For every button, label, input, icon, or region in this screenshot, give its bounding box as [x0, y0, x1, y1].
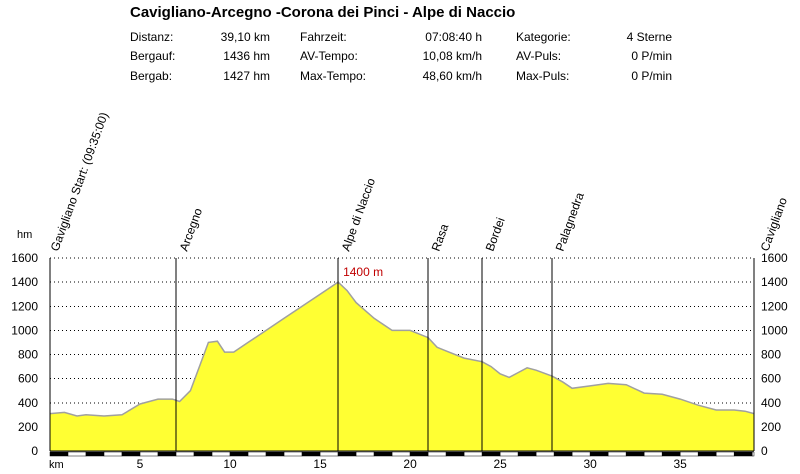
stat-value: 10,08 km/h — [422, 49, 482, 63]
y-tick-label-left: 1000 — [11, 323, 38, 337]
km-scale-segment — [265, 451, 285, 457]
km-scale-segment — [175, 451, 195, 457]
km-scale-segment — [643, 451, 663, 457]
waypoint-label: Palagnedra — [553, 190, 587, 253]
max-elevation-annotation: 1400 m — [343, 265, 383, 279]
x-axis-unit-label: km — [49, 459, 64, 471]
stat-value: 4 Sterne — [626, 30, 672, 44]
elevation-line — [49, 281, 755, 417]
x-tick-label: 25 — [493, 457, 507, 471]
x-tick-label: 30 — [583, 457, 597, 471]
km-scale-segment — [445, 451, 465, 457]
km-scale-segment — [67, 451, 87, 457]
km-scale-segment — [553, 451, 573, 457]
stat-label: Bergauf: — [130, 49, 176, 63]
y-tick-label-left: 1400 — [11, 275, 38, 289]
chart-title: Cavigliano-Arcegno -Corona dei Pinci - A… — [130, 4, 516, 21]
y-tick-label-left: 0 — [31, 444, 38, 458]
y-tick-label-right: 200 — [761, 420, 781, 434]
km-scale-segment — [337, 451, 357, 457]
y-tick-label-left: 600 — [18, 372, 38, 386]
km-scale-segment — [517, 451, 537, 457]
stat-label: AV-Tempo: — [300, 49, 358, 63]
waypoint-label: Arcegno — [177, 206, 206, 253]
km-scale-segment — [463, 451, 483, 457]
km-scale-segment — [409, 451, 429, 457]
y-tick-label-right: 400 — [761, 396, 781, 410]
km-scale-segment — [121, 451, 141, 457]
km-scale-segment — [247, 451, 267, 457]
km-scale-segment — [355, 451, 375, 457]
y-tick-label-right: 1000 — [761, 323, 788, 337]
stat-value: 1427 hm — [223, 69, 270, 83]
stat-label: AV-Puls: — [516, 49, 562, 63]
stat-label: Distanz: — [130, 30, 174, 44]
km-scale-segment — [49, 451, 69, 457]
km-scale-segment — [319, 451, 339, 457]
y-tick-label-right: 0 — [761, 444, 768, 458]
km-scale-segment — [661, 451, 681, 457]
stat-value: 0 P/min — [631, 49, 672, 63]
km-scale-segment — [571, 451, 591, 457]
x-tick-label: 10 — [223, 457, 237, 471]
stat-value: 07:08:40 h — [425, 30, 482, 44]
km-scale-segment — [301, 451, 321, 457]
elevation-area — [50, 282, 754, 451]
km-scale-segment — [85, 451, 105, 457]
x-tick-label: 20 — [403, 457, 417, 471]
y-tick-label-left: 1200 — [11, 299, 38, 313]
stat-value: 48,60 km/h — [422, 69, 482, 83]
stat-value: 1436 hm — [223, 49, 270, 63]
waypoint-label: Gavigliano Start: (09:35:00) — [48, 110, 111, 253]
km-scale-segment — [373, 451, 393, 457]
km-scale-segment — [625, 451, 645, 457]
y-tick-label-left: 400 — [18, 396, 38, 410]
km-scale-segment — [715, 451, 735, 457]
stat-label: Fahrzeit: — [300, 30, 347, 44]
km-scale-segment — [103, 451, 123, 457]
y-tick-label-right: 1400 — [761, 275, 788, 289]
stat-value: 0 P/min — [631, 69, 672, 83]
km-scale-segment — [607, 451, 627, 457]
km-scale-segment — [535, 451, 555, 457]
waypoint-label: Bordei — [483, 216, 508, 253]
km-scale-segment — [193, 451, 213, 457]
y-tick-label-right: 1600 — [761, 251, 788, 265]
x-tick-label: 15 — [313, 457, 327, 471]
x-tick-label: 35 — [673, 457, 687, 471]
km-scale-segment — [157, 451, 177, 457]
y-tick-label-left: 200 — [18, 420, 38, 434]
km-scale-segment — [211, 451, 231, 457]
km-scale-segment — [751, 451, 755, 457]
km-scale-segment — [481, 451, 501, 457]
km-scale-segment — [499, 451, 519, 457]
stat-label: Kategorie: — [516, 30, 571, 44]
y-tick-label-left: 800 — [18, 348, 38, 362]
km-scale-segment — [589, 451, 609, 457]
waypoint-label: Cavigliano — [758, 195, 790, 253]
y-axis-unit-label: hm — [17, 229, 32, 241]
km-scale-segment — [679, 451, 699, 457]
y-tick-label-right: 800 — [761, 348, 781, 362]
km-scale-segment — [733, 451, 753, 457]
stat-label: Bergab: — [130, 69, 173, 83]
km-scale-segment — [139, 451, 159, 457]
stat-label: Max-Tempo: — [300, 69, 367, 83]
km-scale-segment — [427, 451, 447, 457]
y-tick-label-right: 600 — [761, 372, 781, 386]
waypoint-label: Rasa — [429, 222, 452, 253]
x-tick-label: 5 — [137, 457, 144, 471]
stat-value: 39,10 km — [220, 30, 270, 44]
km-scale-segment — [229, 451, 249, 457]
stat-label: Max-Puls: — [516, 69, 570, 83]
km-scale-segment — [283, 451, 303, 457]
y-tick-label-right: 1200 — [761, 299, 788, 313]
km-scale-segment — [697, 451, 717, 457]
km-scale-segment — [391, 451, 411, 457]
waypoint-label: Alpe di Naccio — [339, 176, 379, 253]
y-tick-label-left: 1600 — [11, 251, 38, 265]
